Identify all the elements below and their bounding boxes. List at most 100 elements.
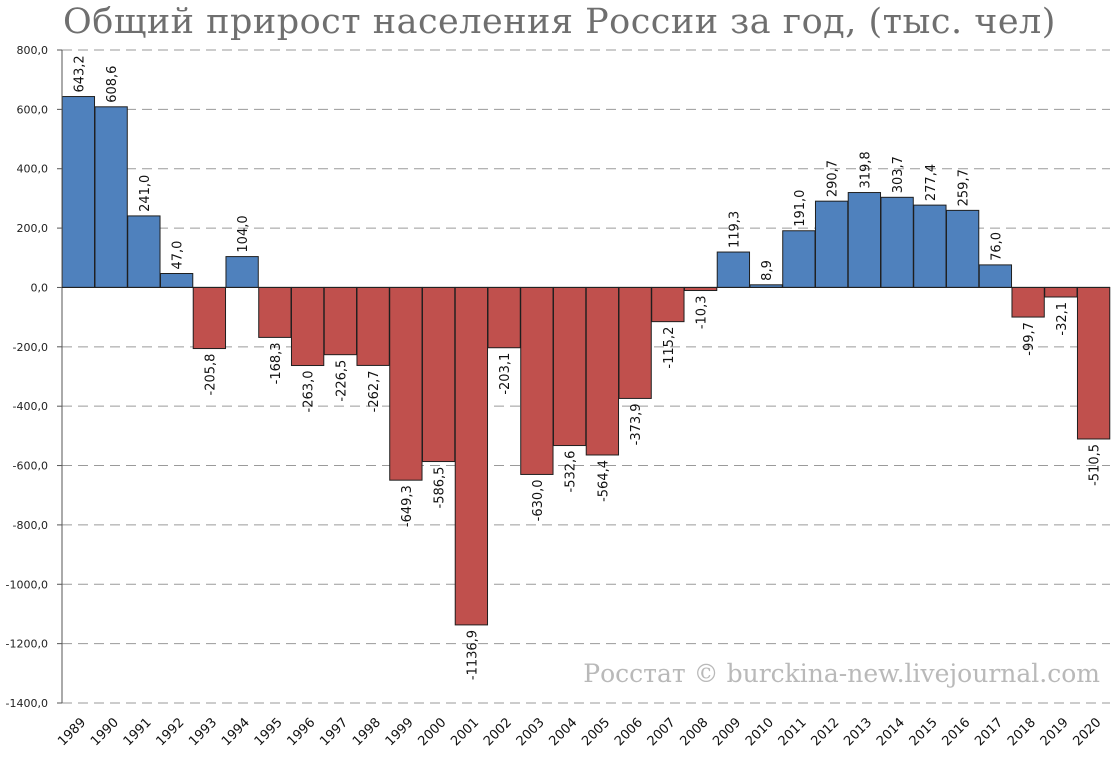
y-tick-label: -400,0 xyxy=(13,400,48,413)
bar xyxy=(585,286,620,456)
chart-title: Общий прирост населения России за год, (… xyxy=(63,2,1056,42)
x-tick-label: 2004 xyxy=(546,715,580,749)
data-label: -1136,9 xyxy=(465,630,480,680)
data-label: 241,0 xyxy=(138,175,153,212)
x-tick-label: 2018 xyxy=(1005,715,1039,749)
bar xyxy=(421,286,456,463)
y-tick-label: 400,0 xyxy=(17,163,49,176)
x-tick-label: 2002 xyxy=(481,715,515,749)
bars xyxy=(61,96,1111,626)
x-tick-label: 2016 xyxy=(939,715,973,749)
y-tick-label: 800,0 xyxy=(17,44,49,57)
data-label: -203,1 xyxy=(498,353,513,395)
data-label: -649,3 xyxy=(400,485,415,527)
x-tick-label: 1989 xyxy=(55,715,89,749)
y-tick-label: -1400,0 xyxy=(6,697,48,710)
y-tick-label: -200,0 xyxy=(13,341,48,354)
data-label: -510,5 xyxy=(1088,444,1103,486)
x-tick-label: 2013 xyxy=(841,715,875,749)
bar xyxy=(225,256,259,288)
data-label: -262,7 xyxy=(367,370,382,412)
x-tick-label: 2019 xyxy=(1038,715,1072,749)
x-tick-label: 1999 xyxy=(383,715,417,749)
x-tick-label: 2008 xyxy=(677,715,711,749)
x-tick-label: 1996 xyxy=(284,715,318,749)
x-tick-label: 2005 xyxy=(579,715,613,749)
bar xyxy=(389,286,423,481)
y-axis: 800,0 600,0 400,0 200,0 0,0 -200,0 -400,0 -600,… xyxy=(6,44,62,710)
data-label: 643,2 xyxy=(72,55,87,92)
data-label: -115,2 xyxy=(662,327,677,369)
bar xyxy=(1076,286,1111,440)
bar xyxy=(913,204,947,288)
bar xyxy=(1011,286,1045,318)
data-label: 290,7 xyxy=(826,160,841,197)
y-tick-label: 200,0 xyxy=(17,222,49,235)
x-tick-label: 2000 xyxy=(415,715,449,749)
watermark-text: Росстат © burckina-new.livejournal.com xyxy=(583,659,1100,688)
bar xyxy=(1044,286,1078,298)
x-tick-label: 2020 xyxy=(1070,715,1104,749)
x-axis: 1989199019911992199319941995199619971998… xyxy=(55,715,1104,749)
bar xyxy=(159,273,194,288)
bar xyxy=(782,230,816,288)
data-label: -532,6 xyxy=(564,451,579,493)
y-tick-label: 0,0 xyxy=(31,281,49,294)
data-label: 47,0 xyxy=(171,241,186,270)
data-label: 608,6 xyxy=(105,66,120,103)
bar xyxy=(814,200,849,288)
data-label: -373,9 xyxy=(629,403,644,445)
data-label: -205,8 xyxy=(203,354,218,396)
data-label: 259,7 xyxy=(957,169,972,206)
x-tick-label: 1995 xyxy=(252,715,286,749)
bar xyxy=(552,286,587,447)
data-label: -99,7 xyxy=(1022,322,1037,356)
data-label: 119,3 xyxy=(727,211,742,248)
bar xyxy=(290,286,325,367)
bar xyxy=(945,209,980,288)
y-tick-label: -1200,0 xyxy=(6,638,48,651)
x-tick-label: 2009 xyxy=(710,715,744,749)
data-label: 104,0 xyxy=(236,215,251,252)
data-label: -10,3 xyxy=(695,296,710,330)
x-tick-label: 1990 xyxy=(88,715,122,749)
x-tick-label: 1991 xyxy=(121,715,155,749)
bar xyxy=(94,106,128,288)
bar xyxy=(258,286,292,338)
bar xyxy=(847,192,882,288)
bar xyxy=(651,286,685,323)
x-tick-label: 1997 xyxy=(317,715,351,749)
data-label: 8,9 xyxy=(760,260,775,281)
data-label: 191,0 xyxy=(793,190,808,227)
x-tick-label: 1994 xyxy=(219,715,253,749)
x-tick-label: 1993 xyxy=(186,715,220,749)
x-tick-label: 2015 xyxy=(907,715,941,749)
y-tick-label: -800,0 xyxy=(13,519,48,532)
data-label: -586,5 xyxy=(433,467,448,509)
bar xyxy=(192,286,227,350)
data-label: -564,4 xyxy=(596,460,611,502)
y-tick-label: -1000,0 xyxy=(6,578,48,591)
bar xyxy=(978,264,1013,288)
bar xyxy=(356,286,390,366)
bar xyxy=(520,286,554,475)
y-tick-label: 600,0 xyxy=(17,103,49,116)
x-tick-label: 2011 xyxy=(776,715,810,749)
data-label: 303,7 xyxy=(891,156,906,193)
data-label: 76,0 xyxy=(989,232,1004,261)
x-tick-label: 1992 xyxy=(153,715,187,749)
x-tick-label: 2001 xyxy=(448,715,482,749)
bar xyxy=(716,251,751,288)
y-tick-label: -600,0 xyxy=(13,460,48,473)
data-label: -32,1 xyxy=(1055,302,1070,336)
data-label: -226,5 xyxy=(334,360,349,402)
x-tick-label: 2017 xyxy=(972,715,1006,749)
data-labels: 643,2 608,6 241,0 47,0 -205,8 104,0 -168,3 -263… xyxy=(72,55,1102,680)
x-tick-label: 2012 xyxy=(808,715,842,749)
data-label: -263,0 xyxy=(302,371,317,413)
x-tick-label: 2006 xyxy=(612,715,646,749)
x-tick-label: 2003 xyxy=(514,715,548,749)
x-tick-label: 2007 xyxy=(645,715,679,749)
bar xyxy=(323,286,358,356)
